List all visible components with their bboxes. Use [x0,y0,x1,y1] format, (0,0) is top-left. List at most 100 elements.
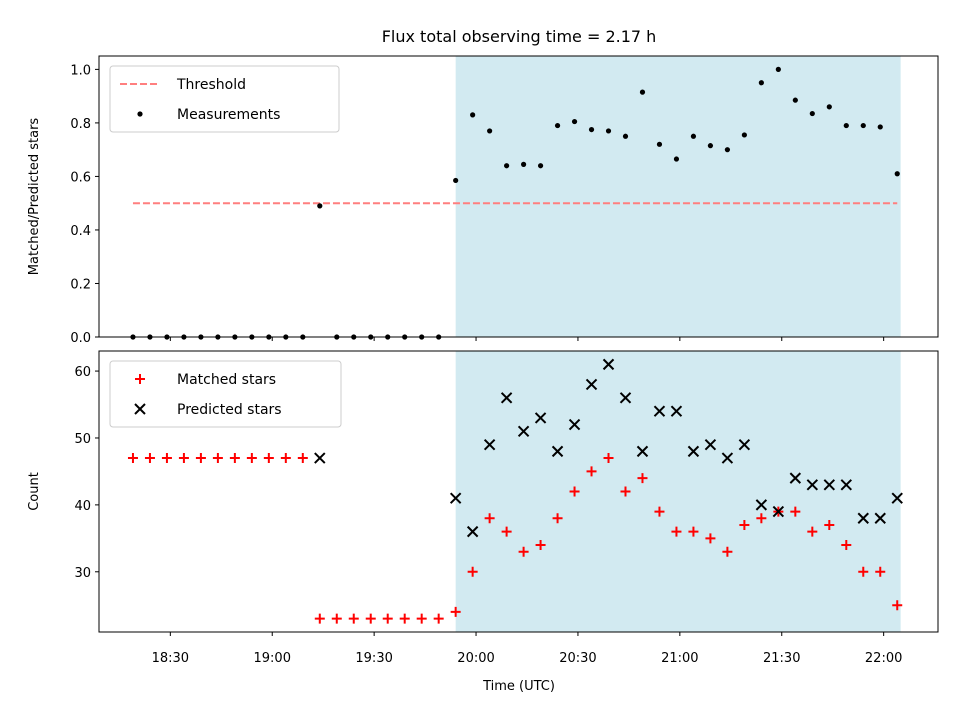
y-tick-label: 60 [74,365,91,380]
matched-star-point [603,453,614,464]
measurement-point [843,122,849,129]
legend-box [109,65,340,133]
predicted-star-point [585,378,598,391]
y-tick-label: 0.8 [70,117,91,132]
predicted-star-point [466,525,479,538]
x-tick-label: 19:00 [254,651,291,666]
y-tick-label: 50 [74,432,91,447]
matched-star-point [450,606,461,617]
legend-label: Predicted stars [177,402,282,418]
predicted-star-point [721,452,734,464]
measurement-point [487,128,493,134]
matched-star-point [552,513,563,524]
matched-star-point [127,453,138,464]
matched-star-point [195,453,206,464]
predicted-star-point [806,479,819,491]
legend-box [109,360,342,428]
predicted-star-point [551,445,564,458]
matched-star-point [841,540,852,551]
measurement-point [775,66,781,72]
count-panel: 30 40 50 60 Count Matched stars Predicted star… [27,350,939,636]
predicted-star-point [687,445,700,458]
y-tick-label: 1.0 [70,63,91,78]
matched-star-point [501,526,512,537]
matched-star-point [161,453,172,464]
x-tick-label: 22:00 [865,651,902,666]
predicted-star-point [755,499,768,511]
predicted-star-point [534,412,547,424]
measurement-point [639,89,646,95]
predicted-star-point [517,425,530,437]
predicted-star-point [653,405,666,417]
predicted-star-point [772,505,785,518]
measurement-point [605,128,612,134]
predicted-star-point [738,438,751,451]
measurement-point [707,143,714,149]
matched-star-point [790,506,801,517]
time-axis: 18:30 19:00 19:30 20:00 20:30 21:00 21:30 22:00 [152,651,903,666]
measurement-point [470,112,476,118]
measurement-point [554,122,561,129]
predicted-star-point [483,438,496,451]
predicted-star-point [568,418,581,431]
matched-star-point [433,613,444,624]
matched-star-point [518,546,529,557]
y-tick-label: 0.4 [70,224,91,239]
predicted-star-point [449,492,462,504]
matched-star-point [824,519,835,530]
legend-label: Measurements [177,107,280,123]
measurement-point [877,124,883,130]
matched-star-point [246,453,257,464]
predicted-star-point [857,512,869,524]
matched-star-point [331,613,342,624]
matched-star-point [144,453,155,464]
measurement-point [860,122,866,129]
y-tick-label: 0.6 [70,170,91,185]
measurement-point [571,118,578,125]
measurement-point [673,156,680,162]
y-tick-label: 0.2 [70,277,91,292]
matched-star-point [875,566,886,577]
measurement-point [894,171,900,177]
measurement-point [520,161,527,167]
legend-label: Threshold [176,77,246,93]
ratio-panel: 0.0 0.2 0.4 0.6 0.8 1.0 Matched/Predicted star… [27,55,939,346]
matched-star-point [688,526,699,537]
matched-star-point [484,513,495,524]
matched-star-point [399,613,410,624]
legend-predicted-swatch [134,403,146,415]
measurement-point [741,132,747,138]
measurement-point [622,133,629,139]
matched-star-point [263,453,274,464]
measurement-point [656,141,663,147]
x-axis-label: Time (UTC) [482,679,555,694]
matched-star-point [535,540,546,551]
x-tick-label: 19:30 [355,651,392,666]
matched-star-point [348,613,359,624]
predicted-star-point [840,479,852,491]
matched-star-point [382,613,393,624]
predicted-star-point [636,445,649,458]
matched-star-point [314,613,325,624]
measurement-point [690,133,697,139]
measurement-point [537,163,544,169]
predicted-star-point [314,452,326,464]
measurement-point [317,203,323,209]
matched-star-point [297,453,308,464]
measurement-point [792,97,798,103]
matched-star-point [654,506,665,517]
predicted-star-point [891,492,903,504]
matched-star-point [416,613,427,624]
matched-star-point [467,566,478,577]
chart-title: Flux total observing time = 2.17 h [382,27,657,46]
predicted-star-point [602,358,615,371]
legend-measurement-swatch [137,111,143,117]
x-tick-label: 20:00 [457,651,494,666]
x-tick-label: 21:00 [661,651,698,666]
predicted-star-point [670,405,683,417]
measurement-point [724,147,731,153]
matched-star-point [807,526,818,537]
matched-star-point [178,453,189,464]
predicted-star-point [500,392,513,404]
